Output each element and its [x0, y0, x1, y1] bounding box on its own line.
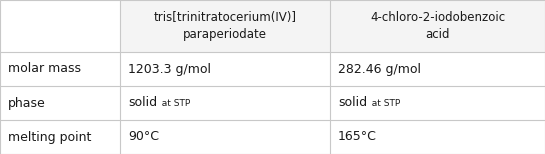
- Text: 4-chloro-2-iodobenzoic
acid: 4-chloro-2-iodobenzoic acid: [370, 11, 505, 41]
- Text: 165°C: 165°C: [338, 130, 377, 144]
- Text: solid: solid: [128, 97, 157, 109]
- Text: tris[trinitratocerium(IV)]
paraperiodate: tris[trinitratocerium(IV)] paraperiodate: [154, 11, 296, 41]
- Text: solid: solid: [338, 97, 367, 109]
- Text: molar mass: molar mass: [8, 63, 81, 75]
- Text: at STP: at STP: [156, 99, 190, 107]
- Bar: [120, 0, 330, 52]
- Text: phase: phase: [8, 97, 46, 109]
- Text: 90°C: 90°C: [128, 130, 159, 144]
- Text: melting point: melting point: [8, 130, 92, 144]
- Bar: [330, 0, 545, 52]
- Text: at STP: at STP: [366, 99, 400, 107]
- Text: 282.46 g/mol: 282.46 g/mol: [338, 63, 421, 75]
- Text: 1203.3 g/mol: 1203.3 g/mol: [128, 63, 211, 75]
